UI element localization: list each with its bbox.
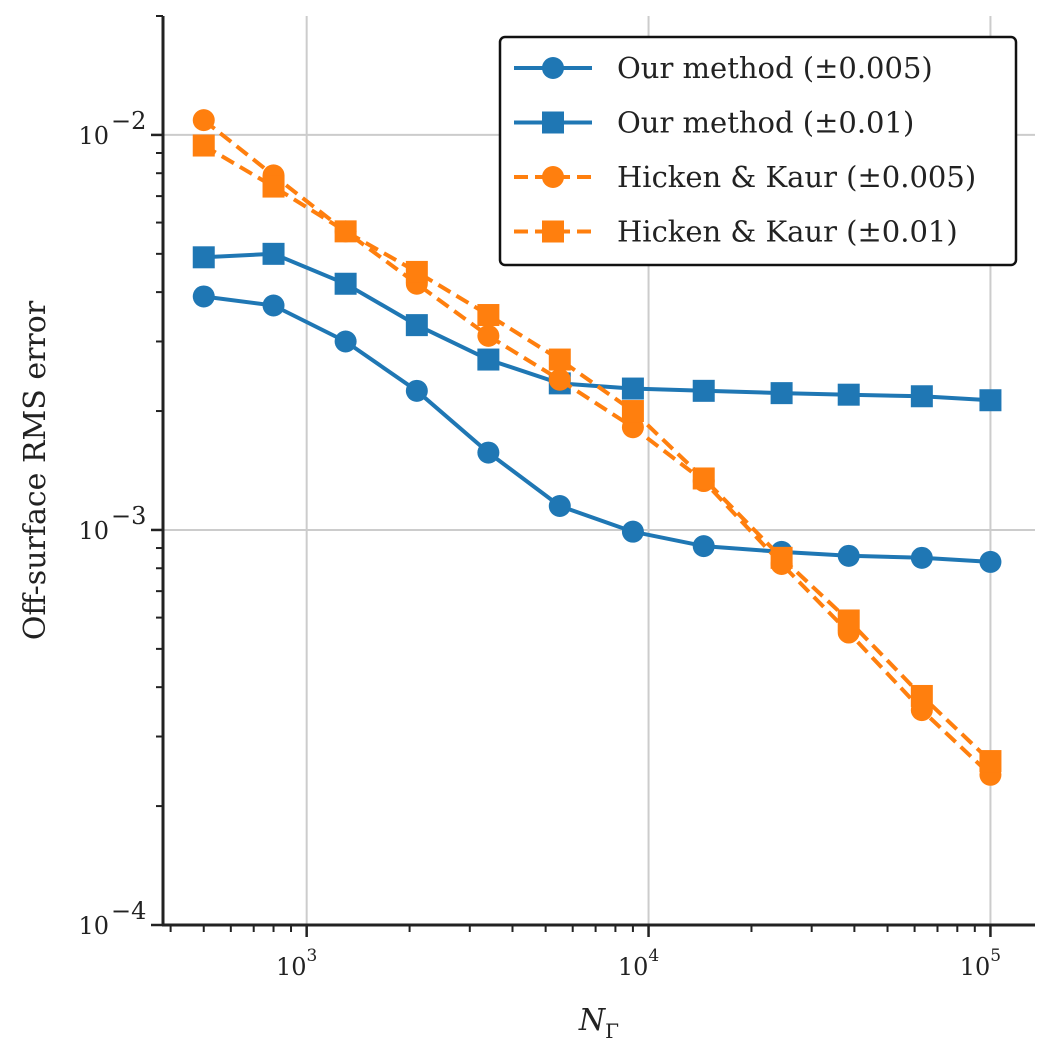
legend-marker <box>542 220 564 243</box>
data-point <box>192 246 215 269</box>
data-point <box>692 535 715 558</box>
data-point <box>837 383 860 406</box>
data-point <box>910 385 933 408</box>
y-tick-label: 10 <box>78 517 109 545</box>
data-point <box>692 379 715 402</box>
data-point <box>334 330 357 353</box>
data-point <box>910 546 933 569</box>
series-group <box>192 285 1002 573</box>
data-point <box>405 379 428 402</box>
y-tick-label: 10 <box>78 122 109 150</box>
data-point <box>477 348 500 371</box>
legend-entry: Hicken & Kaur (±0.01) <box>514 215 958 249</box>
legend-entry: Our method (±0.01) <box>514 106 914 140</box>
legend: Our method (±0.005) Our method (±0.01) Hic… <box>498 35 1018 267</box>
data-point <box>192 109 215 132</box>
y-tick-exponent: −2 <box>111 107 146 135</box>
x-tick-exponent: 5 <box>990 946 1001 966</box>
data-point <box>910 684 933 707</box>
legend-label: Hicken & Kaur (±0.01) <box>617 215 958 249</box>
x-axis-label: NΓ <box>578 1003 619 1043</box>
data-point <box>262 242 285 265</box>
data-point <box>477 324 500 347</box>
legend-entry: Hicken & Kaur (±0.005) <box>514 160 976 194</box>
x-tick-label: 103 <box>276 946 317 981</box>
x-axis-label-subscript: Γ <box>605 1019 619 1043</box>
x-tick-label: 105 <box>960 946 1001 981</box>
y-axis-label: Off-surface RMS error <box>18 300 53 640</box>
y-tick-exponent: −4 <box>111 897 146 925</box>
data-point <box>548 494 571 517</box>
series-group <box>192 134 1002 773</box>
data-point <box>262 294 285 317</box>
data-point <box>837 609 860 632</box>
data-point <box>837 544 860 567</box>
series-line <box>202 143 992 763</box>
data-point <box>979 389 1002 412</box>
y-tick-exponent: −3 <box>111 502 146 530</box>
legend-label: Our method (±0.005) <box>617 51 933 85</box>
x-tick-exponent: 4 <box>648 946 659 966</box>
legend-label: Hicken & Kaur (±0.005) <box>617 160 976 194</box>
data-point <box>979 550 1002 573</box>
series-line <box>202 118 992 777</box>
series-layer <box>192 109 1002 786</box>
data-point <box>979 750 1002 773</box>
data-point <box>262 175 285 198</box>
legend-box <box>498 35 1018 267</box>
data-point <box>770 382 793 405</box>
data-point <box>192 285 215 308</box>
data-point <box>548 348 571 371</box>
data-point <box>621 400 644 423</box>
data-point <box>770 546 793 569</box>
data-point <box>192 134 215 157</box>
x-tick-exponent: 3 <box>307 946 318 966</box>
data-point <box>334 220 357 243</box>
series-line <box>203 294 991 564</box>
legend-label: Our method (±0.01) <box>617 106 914 140</box>
legend-marker <box>542 57 564 79</box>
legend-entry: Our method (±0.005) <box>514 51 933 85</box>
data-point <box>621 520 644 543</box>
data-point <box>548 368 571 391</box>
data-point <box>405 314 428 337</box>
legend-marker <box>542 166 564 188</box>
legend-marker <box>542 111 564 134</box>
data-point <box>405 260 428 283</box>
data-point <box>334 272 357 295</box>
series-line <box>203 251 991 403</box>
data-point <box>477 304 500 327</box>
y-tick-label: 10 <box>78 912 109 940</box>
data-point <box>477 441 500 464</box>
data-point <box>692 467 715 490</box>
data-point <box>621 377 644 400</box>
x-tick-label: 104 <box>618 946 659 981</box>
